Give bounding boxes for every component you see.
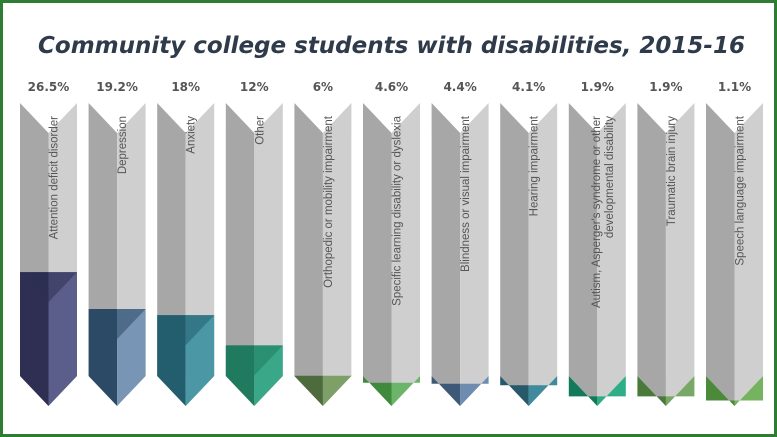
category-label-line: Specific learning disability or dyslexia (392, 115, 404, 305)
bar-fill-right (185, 315, 215, 406)
bar-track-left (637, 103, 666, 406)
value-label: 4.1% (512, 80, 545, 94)
bar-fill-left (706, 376, 735, 406)
value-label: 19.2% (96, 80, 138, 94)
bar-fill-bevel (20, 272, 77, 303)
bar-track-left (294, 103, 323, 406)
bar-fill-right (48, 272, 77, 406)
value-label: 1.1% (718, 80, 751, 94)
category-label: Anxiety (186, 116, 198, 154)
category-label: Autism, Asperger's syndrome or otherdeve… (591, 116, 616, 308)
category-label: Blindness or visual impairment (460, 115, 472, 272)
bar-group: 18% Anxiety (157, 80, 215, 406)
bar-group: 4.6% Specific learning disability or dysl… (363, 80, 420, 406)
value-label: 1.9% (581, 80, 614, 94)
value-label: 4.6% (375, 80, 408, 94)
value-label: 1.9% (649, 80, 682, 94)
bar-fill-left (88, 309, 118, 406)
bar-fill-right (528, 376, 558, 406)
category-label-line: Blindness or visual impairment (460, 115, 472, 272)
bar-track-right (460, 103, 489, 406)
bar-track-left (225, 103, 255, 406)
bar-fill-right (117, 309, 146, 406)
bar-fill-right (665, 376, 695, 406)
bar-fill-left (568, 376, 598, 406)
bar-track-left (706, 103, 735, 406)
category-label-line: Speech language impairment (735, 115, 747, 265)
bar-fill-right (322, 375, 352, 406)
bar-fill-bevel (157, 315, 215, 346)
bar-fill-right (460, 376, 489, 406)
bar-track-left (500, 103, 529, 406)
bar-track-right (597, 103, 626, 406)
category-label: Hearing impairment (529, 115, 541, 216)
bar-fill-right (734, 376, 763, 406)
category-label-line: Depression (117, 116, 129, 174)
category-label-line: Orthopedic or mobility impairment (323, 115, 335, 288)
value-label: 6% (313, 80, 333, 94)
category-label: Speech language impairment (735, 115, 747, 265)
bar-fill-left (431, 376, 461, 406)
bar-track-right (254, 103, 283, 406)
value-label: 12% (240, 80, 269, 94)
bar-group: 4.1% Hearing impairment (500, 80, 558, 406)
category-label: Other (254, 116, 266, 145)
bar-fill-left (20, 272, 49, 406)
bar-track-right (528, 103, 558, 406)
bar-fill-right (391, 376, 420, 406)
bar-track-left (431, 103, 461, 406)
category-label-line: Other (254, 116, 266, 145)
bar-group: 1.1% Speech language impairment (706, 80, 763, 406)
bar-track-right (734, 103, 763, 406)
category-label: Depression (117, 116, 129, 174)
category-label-line: Traumatic brain injury (666, 116, 678, 226)
bar-track-left (363, 103, 392, 406)
bar-group: 12% Other (225, 80, 283, 406)
category-label: Specific learning disability or dyslexia (392, 115, 404, 305)
bar-fill-left (637, 376, 666, 406)
bar-fill-right (597, 376, 626, 406)
value-label: 18% (171, 80, 200, 94)
bar-group: 26.5% Attention deficit disorder (20, 80, 77, 406)
category-label: Traumatic brain injury (666, 116, 678, 226)
category-label-line: developmental disability (604, 116, 616, 238)
bar-fill-left (500, 376, 529, 406)
category-label-line: Anxiety (186, 116, 198, 154)
chart-title: Community college students with disabili… (38, 33, 745, 59)
category-label-line: Hearing impairment (529, 115, 541, 216)
bar-fill-bevel (88, 309, 146, 340)
bar-group: 1.9% Autism, Asperger's syndrome or other… (568, 80, 626, 406)
category-label-line: Attention deficit disorder (49, 116, 61, 240)
bar-track-right (322, 103, 352, 406)
category-label-line: Autism, Asperger's syndrome or other (591, 116, 603, 308)
category-label: Orthopedic or mobility impairment (323, 115, 335, 288)
bar-fill-left (157, 315, 186, 406)
bar-fill-left (363, 376, 392, 406)
category-label: Attention deficit disorder (49, 116, 61, 240)
bar-group: 4.4% Blindness or visual impairment (431, 80, 489, 406)
bar-group: 6% Orthopedic or mobility impairment (294, 80, 352, 406)
value-label: 4.4% (443, 80, 476, 94)
bar-group: 1.9% Traumatic brain injury (637, 80, 695, 406)
bar-track-left (568, 103, 598, 406)
bar-group: 19.2% Depression (88, 80, 146, 406)
bar-fill-left (294, 375, 323, 406)
bar-track-right (391, 103, 420, 406)
bar-fill-bevel (225, 345, 283, 376)
bar-track-right (665, 103, 695, 406)
value-label: 26.5% (28, 80, 70, 94)
